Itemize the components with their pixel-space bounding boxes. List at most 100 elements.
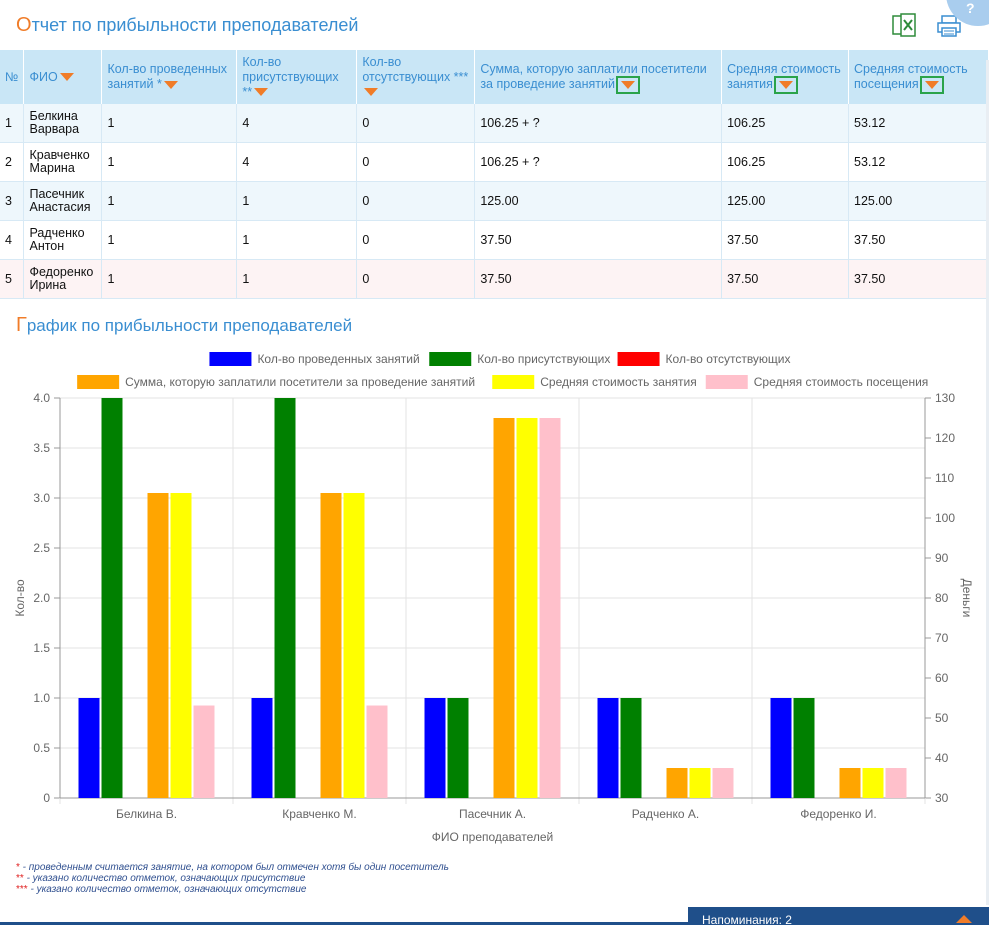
column-header-1[interactable]: ФИО xyxy=(23,50,103,104)
bar xyxy=(539,418,561,798)
sort-arrow-icon[interactable] xyxy=(59,73,74,82)
footnote: *** - указано количество отметок, означа… xyxy=(16,884,449,895)
table-row[interactable]: 3 Пасечник Анастасия 1 1 0 125.00 125.00 125.00 xyxy=(0,181,989,221)
x-tick-label: Кравченко М. xyxy=(282,807,356,821)
legend-label: Кол-во проведенных занятий xyxy=(257,352,419,366)
bar xyxy=(424,698,446,798)
table-cell: Радченко Антон xyxy=(23,220,103,260)
table-cell: 37.50 xyxy=(474,259,723,299)
scrollbar-track[interactable] xyxy=(986,60,989,905)
footnote-text: - указано количество отметок, означающих… xyxy=(23,873,306,884)
footnote-text: - указано количество отметок, означающих… xyxy=(27,884,307,895)
table-row[interactable]: 4 Радченко Антон 1 1 0 37.50 37.50 37.50 xyxy=(0,220,989,260)
column-header-label: Средняя стоимость занятия xyxy=(727,62,841,91)
reminders-panel[interactable]: Напоминания: 2 xyxy=(688,907,989,927)
x-tick-label: Пасечник А. xyxy=(459,807,526,821)
y-right-tick-label: 30 xyxy=(935,791,949,805)
y-left-tick-label: 3.0 xyxy=(33,491,50,505)
y-right-axis-title: Деньги xyxy=(960,579,974,618)
bar xyxy=(620,698,642,798)
bar xyxy=(343,493,365,798)
table-cell: 0 xyxy=(356,142,476,182)
bar xyxy=(597,698,619,798)
bar xyxy=(170,493,192,798)
legend-label: Кол-во отсутствующих xyxy=(666,352,791,366)
legend-swatch xyxy=(705,375,748,389)
table-cell: 2 xyxy=(0,142,25,182)
table-cell: Кравченко Марина xyxy=(23,142,103,182)
footnote: ** - указано количество отметок, означаю… xyxy=(16,873,449,884)
column-header-label: Сумма, которую заплатили посетители за п… xyxy=(480,62,707,91)
y-left-tick-label: 1.5 xyxy=(33,641,50,655)
table-row[interactable]: 1 Белкина Варвара 1 4 0 106.25 + ? 106.25 53.12 xyxy=(0,104,989,143)
sort-arrow-icon[interactable] xyxy=(773,75,798,94)
table-cell: 1 xyxy=(101,181,238,221)
column-header-4[interactable]: Кол-во отсутствующих *** xyxy=(356,50,476,104)
sort-arrow-icon[interactable] xyxy=(615,75,640,94)
y-left-tick-label: 0.5 xyxy=(33,741,50,755)
table-cell: 4 xyxy=(0,220,25,260)
table-cell: 37.50 xyxy=(848,220,989,260)
y-right-tick-label: 60 xyxy=(935,671,949,685)
table-row[interactable]: 2 Кравченко Марина 1 4 0 106.25 + ? 106.25 53.1… xyxy=(0,142,989,182)
column-header-3[interactable]: Кол-во присутствующих ** xyxy=(236,50,358,104)
y-right-tick-label: 50 xyxy=(935,711,949,725)
table-cell: 53.12 xyxy=(848,104,989,143)
table-cell: 1 xyxy=(101,220,238,260)
bar xyxy=(251,698,273,798)
printer-icon[interactable] xyxy=(936,14,962,38)
y-right-tick-label: 120 xyxy=(935,431,955,445)
column-header-7[interactable]: Средняя стоимость посещения xyxy=(848,50,989,104)
column-header-6[interactable]: Средняя стоимость занятия xyxy=(721,50,850,104)
y-left-tick-label: 2.5 xyxy=(33,541,50,555)
table-cell: 1 xyxy=(0,104,25,143)
table-cell: 3 xyxy=(0,181,25,221)
y-left-axis-title: Кол-во xyxy=(13,579,27,617)
bar xyxy=(666,768,688,798)
footnote-mark: *** xyxy=(16,884,28,895)
table-row[interactable]: 5 Федоренко Ирина 1 1 0 37.50 37.50 37.50 xyxy=(0,259,989,299)
footnote: * - проведенным считается занятие, на ко… xyxy=(16,862,449,873)
column-header-label: ФИО xyxy=(29,69,58,84)
table-cell: 0 xyxy=(356,104,476,143)
table-cell: 0 xyxy=(356,259,476,299)
legend-swatch xyxy=(209,352,252,366)
bar xyxy=(712,768,734,798)
table-cell: 1 xyxy=(101,142,238,182)
table-cell: 106.25 xyxy=(721,142,850,182)
x-axis-title: ФИО преподавателей xyxy=(432,830,554,844)
table-cell: Белкина Варвара xyxy=(23,104,103,143)
table-cell: 0 xyxy=(356,181,476,221)
table-cell: 106.25 + ? xyxy=(474,104,723,143)
table-cell: 125.00 xyxy=(474,181,723,221)
footer-bar xyxy=(0,922,688,925)
table-cell: 106.25 xyxy=(721,104,850,143)
sort-arrow-icon[interactable] xyxy=(919,75,944,94)
column-header-label: Кол-во проведенных занятий * xyxy=(107,62,227,91)
column-header-2[interactable]: Кол-во проведенных занятий * xyxy=(101,50,238,104)
x-tick-label: Радченко А. xyxy=(632,807,700,821)
column-header-label: № xyxy=(5,69,19,84)
sort-arrow-icon[interactable] xyxy=(254,88,269,97)
chevron-up-icon[interactable] xyxy=(956,915,972,923)
table-cell: 125.00 xyxy=(721,181,850,221)
y-right-tick-label: 70 xyxy=(935,631,949,645)
table-cell: 1 xyxy=(101,104,238,143)
sort-arrow-icon[interactable] xyxy=(163,80,178,89)
excel-icon[interactable] xyxy=(892,13,916,37)
legend-label: Средняя стоимость посещения xyxy=(754,375,929,389)
bar xyxy=(885,768,907,798)
column-header-0: № xyxy=(0,50,25,104)
y-right-tick-label: 100 xyxy=(935,511,955,525)
table-cell: 106.25 + ? xyxy=(474,142,723,182)
bar xyxy=(320,493,342,798)
x-tick-label: Федоренко И. xyxy=(800,807,877,821)
sort-arrow-icon[interactable] xyxy=(364,88,379,97)
table-cell: 37.50 xyxy=(721,220,850,260)
column-header-5[interactable]: Сумма, которую заплатили посетители за п… xyxy=(474,50,723,104)
profitability-chart: Кол-во проведенных занятий Кол-во присутс… xyxy=(13,352,974,844)
table-header-row: № ФИО Кол-во проведенных занятий * Кол-во п… xyxy=(0,50,989,104)
legend-label: Кол-во присутствующих xyxy=(477,352,610,366)
y-right-tick-label: 80 xyxy=(935,591,949,605)
table-cell: 1 xyxy=(236,181,358,221)
